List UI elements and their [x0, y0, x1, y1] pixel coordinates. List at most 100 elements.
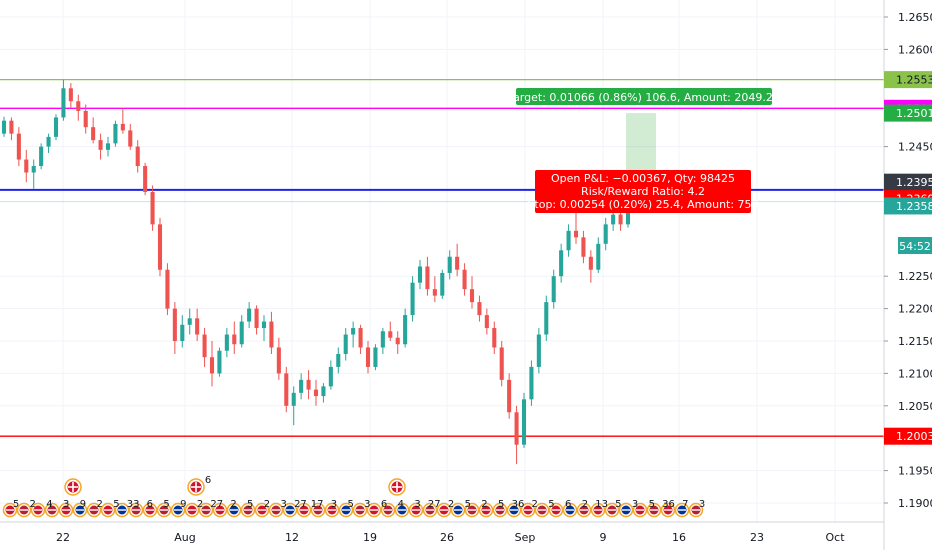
event-flag-us[interactable]: [422, 502, 438, 518]
event-count: 5: [163, 499, 169, 510]
event-flag-us[interactable]: [156, 502, 172, 518]
candle-body: [254, 308, 259, 329]
event-flag-uk[interactable]: [212, 502, 228, 518]
event-flag-uk[interactable]: [408, 502, 424, 518]
event-count: 2: [230, 499, 236, 510]
event-count: 36: [662, 499, 675, 510]
event-flag-eu[interactable]: [450, 502, 466, 518]
event-flag-eu[interactable]: [170, 502, 186, 518]
event-flag-uk[interactable]: [30, 502, 46, 518]
candle-body: [269, 321, 274, 348]
event-flag-uk[interactable]: [324, 502, 340, 518]
candle-body: [150, 191, 155, 225]
price-axis[interactable]: 1.26500 1.26000 1.24500 1.22500 1.22000 1.215…: [883, 0, 932, 550]
candle-body: [105, 143, 111, 150]
price-tick-label: 1.26000: [898, 43, 932, 56]
date-tick-label: 23: [750, 531, 764, 544]
candle-body: [76, 101, 81, 111]
event-flag-eu[interactable]: [674, 502, 690, 518]
event-flag-us[interactable]: [16, 502, 32, 518]
event-flag-eu[interactable]: [114, 502, 130, 518]
candle-body: [261, 321, 267, 329]
event-count: 6: [565, 499, 571, 510]
event-flag-us[interactable]: [534, 502, 550, 518]
event-flag-eu[interactable]: [506, 502, 522, 518]
event-flag-uk[interactable]: [296, 502, 312, 518]
event-flag-eu[interactable]: [72, 502, 88, 518]
event-count: 2: [96, 499, 102, 510]
pnl-label-box[interactable]: [535, 170, 751, 213]
event-flag-us[interactable]: [86, 502, 102, 518]
target-label: Target: 0.01066 (0.86%) 106.6, Amount: 2…: [507, 91, 780, 104]
event-count: 6: [205, 475, 211, 486]
event-flag-eu[interactable]: [338, 502, 354, 518]
event-count: 2: [531, 499, 537, 510]
event-flag-us[interactable]: [310, 502, 326, 518]
event-flag-uk[interactable]: [366, 502, 382, 518]
date-tick-label: 19: [363, 531, 377, 544]
event-count: 2: [582, 499, 588, 510]
pnl-label: Open P&L: −0.00367, Qty: 98425: [551, 172, 735, 185]
event-flag-raised[interactable]: [187, 478, 205, 496]
event-flag-uk[interactable]: [660, 502, 676, 518]
event-flag-uk[interactable]: [142, 502, 158, 518]
event-count: 5: [498, 499, 504, 510]
event-flag-us[interactable]: [240, 502, 256, 518]
candle-body: [143, 166, 148, 192]
event-flag-us[interactable]: [688, 502, 704, 518]
price-tick-label: 1.19500: [898, 465, 932, 478]
event-flag-uk[interactable]: [2, 502, 18, 518]
event-count: 2: [264, 499, 270, 510]
event-flag-eu[interactable]: [282, 502, 298, 518]
event-count: 33: [127, 499, 140, 510]
event-flag-uk[interactable]: [632, 502, 648, 518]
event-count: 4: [46, 499, 52, 510]
date-tick-label: Sep: [515, 531, 536, 544]
event-flag-uk[interactable]: [254, 502, 270, 518]
event-flag-uk[interactable]: [548, 502, 564, 518]
event-flag-us[interactable]: [268, 502, 284, 518]
target-label-box[interactable]: [516, 88, 772, 105]
event-flag-us[interactable]: [352, 502, 368, 518]
event-flag-raised[interactable]: [64, 478, 82, 496]
event-flag-uk[interactable]: [478, 502, 494, 518]
event-flag-uk[interactable]: [590, 502, 606, 518]
candle-body: [321, 386, 326, 397]
event-flag-us[interactable]: [128, 502, 144, 518]
event-flag-us[interactable]: [646, 502, 662, 518]
date-tick-label: 16: [672, 531, 686, 544]
event-flag-us[interactable]: [44, 502, 60, 518]
event-flag-us[interactable]: [492, 502, 508, 518]
event-flag-eu[interactable]: [394, 502, 410, 518]
event-flag-eu[interactable]: [562, 502, 578, 518]
candle-body: [373, 347, 378, 367]
event-flag-uk[interactable]: [520, 502, 536, 518]
event-flag-uk[interactable]: [436, 502, 452, 518]
candle-body: [187, 318, 192, 325]
price-tick-label: 1.21500: [898, 335, 932, 348]
event-flag-us[interactable]: [380, 502, 396, 518]
event-count: 36: [512, 499, 525, 510]
candle-body: [440, 272, 445, 296]
position-labels[interactable]: Target: 0.01066 (0.86%) 106.6, Amount: 2…: [507, 88, 780, 213]
event-count: 3: [281, 499, 287, 510]
candle-body: [432, 289, 437, 296]
event-flag-raised[interactable]: [388, 478, 406, 496]
event-flag-eu[interactable]: [226, 502, 242, 518]
event-flag-us[interactable]: [576, 502, 592, 518]
date-tick-label: 9: [600, 531, 607, 544]
event-flag-eu[interactable]: [618, 502, 634, 518]
event-flag-us[interactable]: [604, 502, 620, 518]
candle-body: [588, 256, 593, 270]
event-flag-us[interactable]: [198, 502, 214, 518]
event-flag-uk[interactable]: [100, 502, 116, 518]
event-flag-us[interactable]: [464, 502, 480, 518]
date-axis[interactable]: 22 Aug 12 19 26 Sep 9 16 23 Oct: [0, 521, 884, 544]
candle-body: [388, 331, 393, 338]
event-count: 13: [595, 499, 608, 510]
event-flag-uk[interactable]: [184, 502, 200, 518]
event-flag-uk[interactable]: [58, 502, 74, 518]
